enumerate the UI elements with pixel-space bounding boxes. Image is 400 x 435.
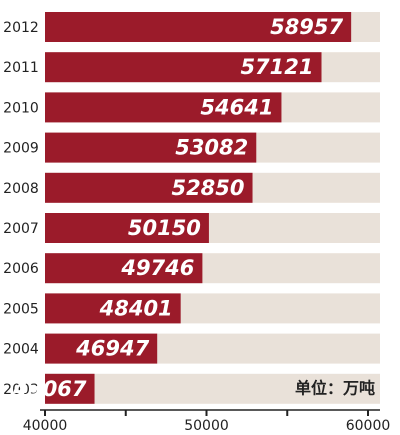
- bar: [45, 213, 209, 243]
- y-tick-label: 2008: [3, 181, 39, 197]
- row-background: [45, 373, 380, 404]
- y-tick-label: 2011: [3, 60, 39, 76]
- x-tick-label: 60000: [346, 418, 391, 434]
- y-tick-label: 2003: [3, 382, 39, 398]
- value-label: 58957: [270, 15, 343, 39]
- y-tick-label: 2007: [3, 221, 39, 237]
- y-tick-label: 2012: [3, 20, 39, 36]
- bar: [45, 293, 181, 324]
- bar: [45, 253, 203, 284]
- value-label: 54641: [200, 95, 273, 119]
- bar: [45, 52, 322, 83]
- value-label: 43067: [12, 377, 86, 401]
- value-label: 53082: [175, 136, 248, 160]
- value-label: 57121: [240, 55, 313, 79]
- bar: [45, 132, 257, 163]
- y-tick-label: 2004: [3, 342, 39, 358]
- value-label: 46947: [75, 337, 149, 361]
- bar: [45, 12, 352, 42]
- bar: [45, 373, 95, 404]
- x-tick-label: 50000: [184, 418, 229, 434]
- y-tick-label: 2005: [3, 301, 39, 317]
- y-tick-label: 2006: [3, 261, 39, 277]
- unit-note: 单位：万吨: [295, 379, 375, 398]
- bar: [45, 172, 253, 203]
- value-label: 52850: [171, 176, 244, 200]
- y-tick-label: 2010: [3, 100, 39, 116]
- y-tick-label: 2009: [3, 141, 39, 157]
- value-label: 48401: [99, 296, 173, 320]
- x-tick-label: 40000: [23, 418, 68, 434]
- value-label: 49746: [120, 256, 194, 280]
- bar: [45, 92, 282, 123]
- value-label: 50150: [128, 216, 201, 240]
- bar: [45, 333, 158, 364]
